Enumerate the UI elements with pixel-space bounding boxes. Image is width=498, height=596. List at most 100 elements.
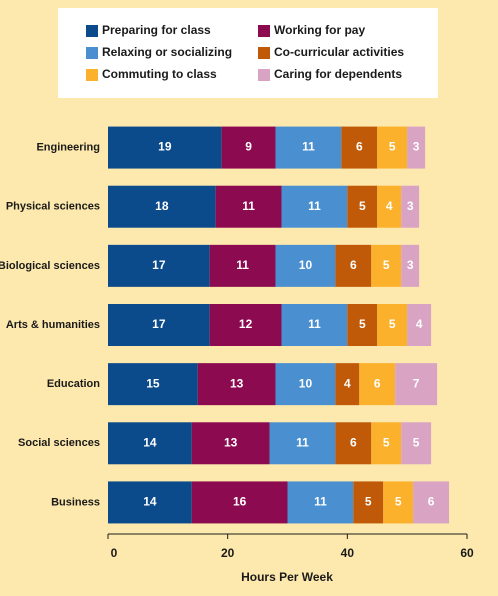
data-label: 13 (230, 376, 244, 390)
bar-segment (371, 244, 402, 287)
bar-segment (407, 304, 432, 346)
legend-label: Working for pay (274, 23, 365, 37)
bar-segment (108, 185, 216, 228)
data-label: 5 (383, 258, 390, 272)
data-label: 17 (152, 317, 166, 331)
category-label: Biological sciences (0, 260, 100, 272)
data-label: 5 (383, 435, 390, 449)
category-label: Social sciences (18, 437, 100, 449)
bar-segment (269, 422, 336, 465)
data-label: 4 (344, 376, 351, 390)
bar-segment (275, 126, 342, 169)
x-tick-label: 40 (341, 546, 355, 560)
data-label: 4 (386, 199, 393, 213)
bar-segment (401, 244, 420, 287)
data-label: 15 (146, 376, 160, 390)
data-label: 11 (302, 140, 315, 154)
data-label: 6 (356, 140, 363, 154)
legend-box (58, 8, 438, 98)
bar-segment (335, 244, 372, 287)
data-label: 5 (359, 199, 366, 213)
legend-swatch (258, 47, 270, 59)
legend-swatch (258, 25, 270, 37)
category-label: Engineering (36, 141, 100, 153)
data-label: 6 (428, 495, 435, 509)
bar-segment (383, 481, 414, 524)
data-label: 5 (359, 317, 366, 331)
bar-segment (108, 481, 192, 524)
data-label: 11 (236, 258, 249, 272)
legend-swatch (86, 47, 98, 59)
bar-segment (281, 185, 348, 228)
bar-segment (377, 185, 402, 228)
data-label: 17 (152, 258, 166, 272)
bar-segment (108, 244, 210, 287)
x-tick-label: 0 (111, 546, 118, 560)
bar-segment (335, 422, 372, 465)
bar-segment (413, 481, 450, 524)
x-axis-title: Hours Per Week (241, 570, 333, 584)
bar-segment (197, 363, 276, 406)
bar-segment (347, 185, 378, 228)
category-label: Arts & humanities (6, 319, 100, 331)
bar-segment (377, 304, 408, 346)
data-label: 19 (158, 140, 172, 154)
legend-label: Caring for dependents (274, 67, 402, 81)
legend-label: Commuting to class (102, 67, 217, 81)
bar-segment (209, 304, 282, 346)
data-label: 6 (350, 258, 357, 272)
category-label: Business (51, 496, 100, 508)
bar-segment (221, 126, 276, 169)
data-label: 11 (308, 317, 321, 331)
legend-swatch (258, 69, 270, 81)
bar-segment (215, 185, 282, 228)
data-label: 14 (143, 495, 157, 509)
data-label: 11 (308, 199, 321, 213)
data-label: 5 (413, 435, 420, 449)
data-label: 3 (407, 199, 414, 213)
bar-segment (377, 126, 408, 169)
bar-segment (407, 126, 426, 169)
legend-label: Relaxing or socializing (102, 45, 232, 59)
bar-segment (108, 126, 222, 169)
bar-segment (281, 304, 348, 346)
data-label: 13 (224, 435, 238, 449)
x-tick-label: 20 (221, 546, 235, 560)
data-label: 12 (239, 317, 253, 331)
data-label: 7 (413, 376, 420, 390)
data-label: 3 (413, 140, 420, 154)
data-label: 10 (299, 258, 313, 272)
data-label: 14 (143, 435, 157, 449)
bar-segment (191, 481, 288, 524)
bar-segment (401, 185, 420, 228)
category-label: Education (47, 378, 100, 390)
data-label: 5 (395, 495, 402, 509)
bar-segment (275, 363, 336, 406)
bar-segment (341, 126, 378, 169)
bar-segment (347, 304, 378, 346)
legend-swatch (86, 25, 98, 37)
data-label: 9 (245, 140, 252, 154)
bar-segment (371, 422, 402, 465)
category-label: Physical sciences (6, 201, 100, 213)
legend-swatch (86, 69, 98, 81)
data-label: 5 (365, 495, 372, 509)
data-label: 10 (299, 376, 313, 390)
bar-segment (287, 481, 354, 524)
data-label: 5 (389, 317, 396, 331)
legend-label: Preparing for class (102, 23, 211, 37)
bar-segment (353, 481, 384, 524)
data-label: 6 (350, 435, 357, 449)
bar-segment (108, 304, 210, 346)
data-label: 4 (416, 317, 423, 331)
bar-segment (335, 363, 360, 406)
bar-segment (395, 363, 438, 406)
bar-segment (359, 363, 396, 406)
bar-segment (275, 244, 336, 287)
data-label: 11 (296, 435, 309, 449)
data-label: 5 (389, 140, 396, 154)
bar-segment (108, 363, 198, 406)
data-label: 18 (155, 199, 169, 213)
bar-segment (401, 422, 432, 465)
